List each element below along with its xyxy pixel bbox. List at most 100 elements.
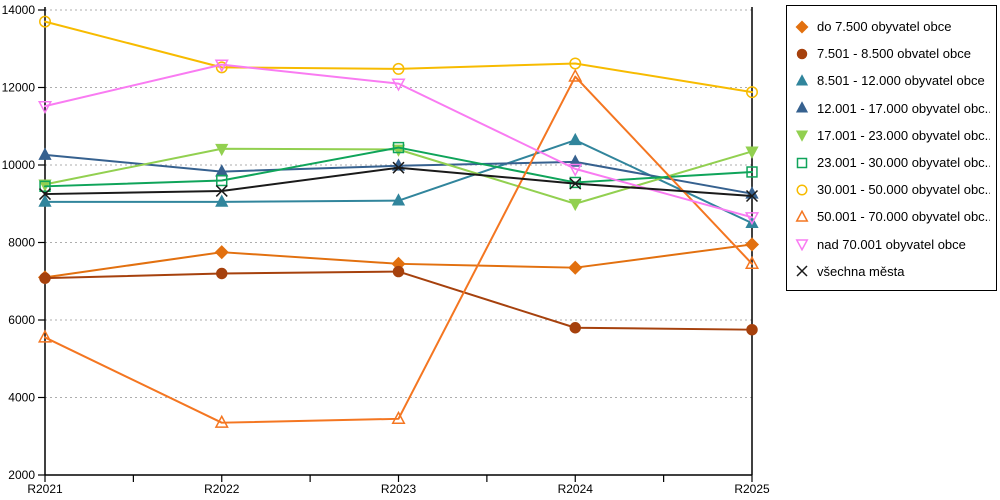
legend-item-label: všechna města [817,263,905,279]
legend-item: 12.001 - 17.000 obyvatel obc... [795,95,990,122]
x-legend-icon [796,265,808,277]
triangle-down-marker [745,146,759,159]
legend-item-label: 7.501 - 8.500 obvatel obce [817,46,971,62]
triangle-up-marker [744,255,760,269]
circle-legend-icon [796,184,808,196]
y-tick-label: 12000 [2,81,36,95]
triangle-up-marker [795,209,809,222]
series-line-8 [44,63,753,219]
circle-marker [796,184,808,196]
circle-marker [569,322,581,334]
x-marker [215,184,228,197]
x-tick-label: R2025 [734,482,770,496]
circle-marker [392,265,405,278]
series-line-5 [44,146,753,188]
x-marker [38,188,52,201]
circle-marker [796,48,808,60]
square-marker [392,141,405,154]
series-line-1 [44,270,753,331]
triangle-down-marker [568,198,582,212]
legend-item: 30.001 - 50.000 obyvatel obc... [795,176,990,203]
x-marker [745,189,759,203]
legend-item-label: 8.501 - 12.000 obyvatel obce [817,73,985,89]
triangle-up-legend-icon [795,209,809,222]
triangle-up-marker [38,194,52,207]
x-marker [796,265,808,277]
y-tick-label: 10000 [2,158,36,172]
legend-item-label: nad 70.001 obyvatel obce [817,236,966,252]
legend-item: 7.501 - 8.500 obvatel obce [795,40,990,67]
x-tick-label: R2023 [381,482,417,496]
triangle-up-marker [795,101,809,113]
legend-item: všechna města [795,258,990,285]
series-line-7 [44,75,753,424]
triangle-up-marker [37,329,53,343]
triangle-up-marker [391,193,406,206]
triangle-up-marker [568,132,582,146]
triangle-down-marker [214,59,229,73]
triangle-up-marker [795,74,809,86]
circle-marker [746,323,758,336]
circle-marker [569,57,582,70]
circle-marker [216,267,228,280]
legend-item-label: 23.001 - 30.000 obyvatel obc... [817,155,990,171]
triangle-down-marker [215,143,229,157]
triangle-up-legend-icon [795,101,809,113]
x-tick-label: R2021 [27,482,63,496]
square-marker [39,180,51,193]
legend-item: 23.001 - 30.000 obyvatel obc... [795,149,990,176]
y-tick-label: 14000 [2,3,36,17]
triangle-down-marker [568,163,583,177]
legend-item: nad 70.001 obyvatel obce [795,231,990,258]
triangle-down-marker [795,239,809,252]
x-tick-label: R2024 [558,482,594,496]
circle-marker [39,15,51,28]
circle-marker [39,272,51,284]
circle-marker [215,61,228,74]
square-marker [216,174,228,187]
legend-item: 8.501 - 12.000 obyvatel obce [795,67,990,94]
circle-marker [746,86,758,99]
triangle-down-legend-icon [795,130,809,143]
circle-marker [392,62,405,75]
triangle-down-legend-icon [795,239,809,252]
square-marker [746,166,758,178]
legend-item: 50.001 - 70.000 obyvatel obc... [795,203,990,230]
legend-item-label: do 7.500 obyvatel obce [817,19,952,35]
legend-item-label: 30.001 - 50.000 obyvatel obc... [817,182,990,198]
square-marker [796,157,808,168]
x-marker [569,177,582,190]
diamond-marker [568,260,583,275]
circle-legend-icon [796,48,808,60]
diamond-marker [214,245,229,260]
y-tick-label: 2000 [8,468,35,482]
legend-item-label: 12.001 - 17.000 obyvatel obc... [817,100,990,116]
y-tick-label: 8000 [8,236,35,250]
series-line-6 [44,20,753,94]
legend-item-label: 50.001 - 70.000 obyvatel obc... [817,209,990,225]
y-tick-label: 6000 [8,313,35,327]
triangle-up-marker [391,410,406,424]
triangle-up-marker [215,194,229,207]
line-chart: 2000 4000 6000 8000 10000 12000 14000 R2021 R202… [2,3,770,496]
x-tick-label: R2022 [204,482,240,496]
triangle-up-marker [568,154,582,167]
x-marker [392,161,405,174]
triangle-up-marker [568,68,583,82]
triangle-down-marker [744,212,760,226]
diamond-marker [795,20,809,34]
triangle-up-legend-icon [795,74,809,86]
triangle-up-marker [214,414,229,428]
triangle-up-marker [38,147,52,160]
triangle-down-marker [37,100,53,115]
triangle-down-marker [391,78,406,92]
legend-item: 17.001 - 23.000 obyvatel obc... [795,122,990,149]
diamond-marker [744,237,760,252]
legend-item-label: 17.001 - 23.000 obyvatel obc... [817,127,990,143]
triangle-down-marker [795,130,809,143]
square-legend-icon [796,157,808,168]
y-tick-label: 4000 [8,391,35,405]
diamond-legend-icon [795,20,809,34]
legend: do 7.500 obyvatel obce 7.501 - 8.500 obva… [786,5,997,291]
